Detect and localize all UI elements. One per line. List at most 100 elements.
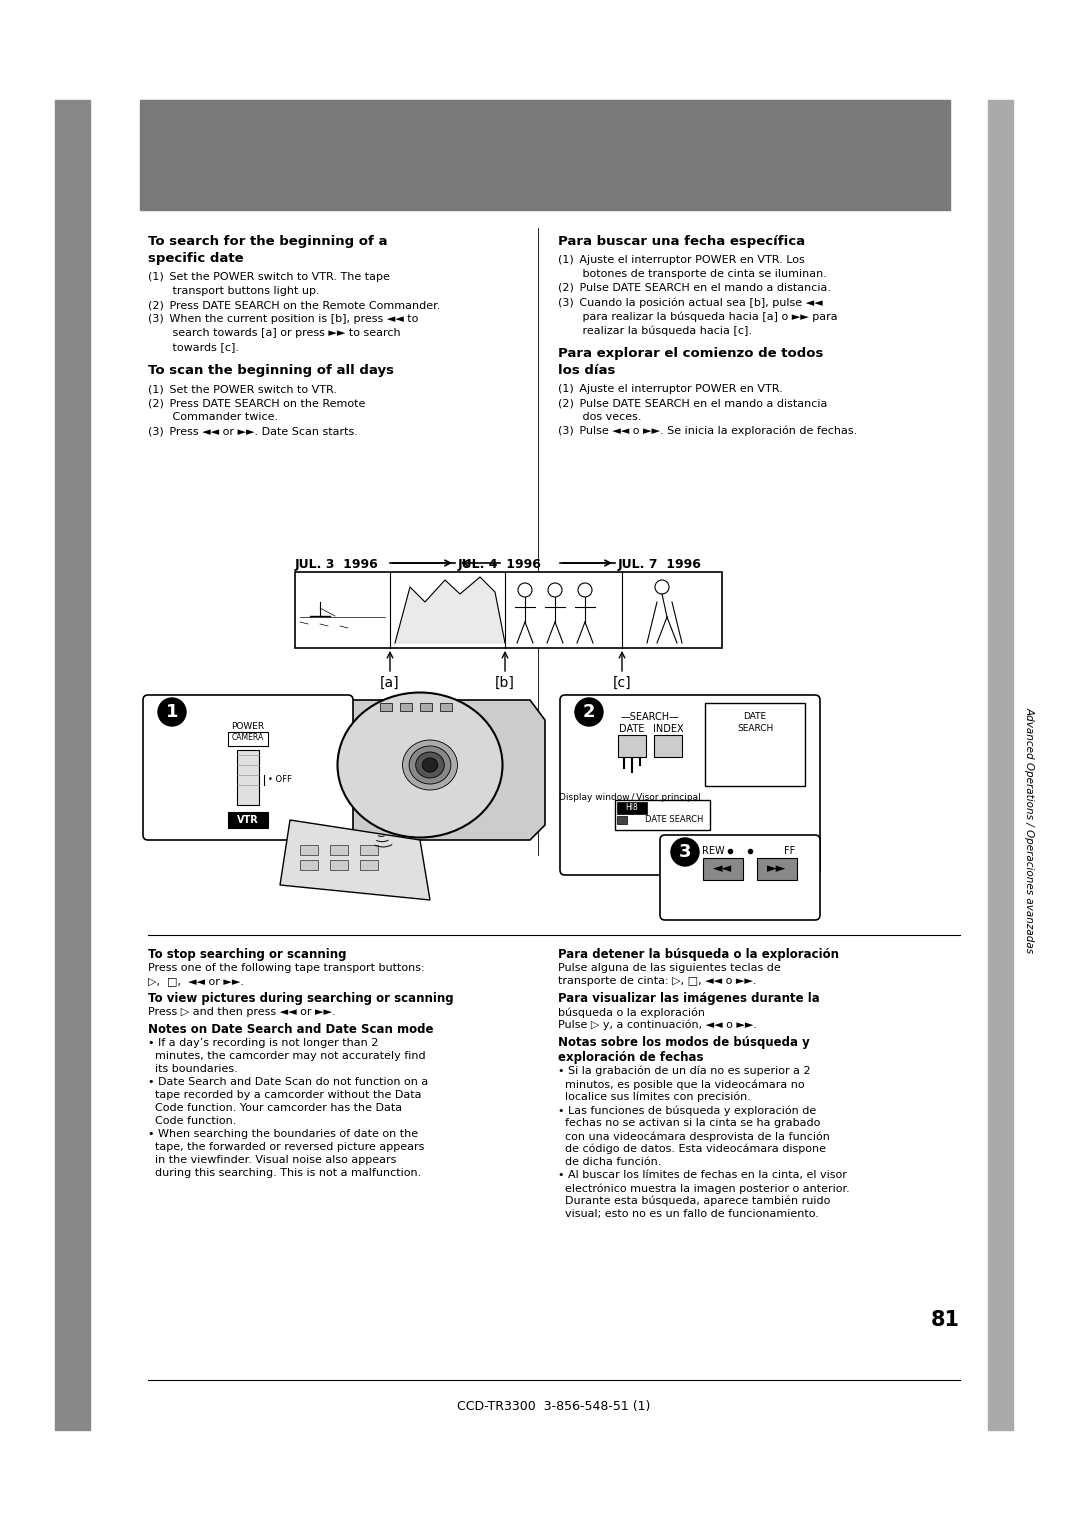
- Text: 2: 2: [583, 703, 595, 721]
- Text: in the viewfinder. Visual noise also appears: in the viewfinder. Visual noise also app…: [148, 1155, 396, 1164]
- Text: To stop searching or scanning: To stop searching or scanning: [148, 947, 347, 961]
- Text: • Date Search and Date Scan do not function on a: • Date Search and Date Scan do not funct…: [148, 1077, 429, 1086]
- Ellipse shape: [416, 752, 444, 778]
- Bar: [330, 860, 348, 869]
- Text: fechas no se activan si la cinta se ha grabado: fechas no se activan si la cinta se ha g…: [558, 1118, 821, 1128]
- Bar: [654, 735, 681, 756]
- Text: JUL. 7  1996: JUL. 7 1996: [618, 558, 702, 571]
- Ellipse shape: [409, 746, 451, 784]
- Bar: [988, 99, 1013, 1430]
- Text: realizar la búsqueda hacia [c].: realizar la búsqueda hacia [c].: [558, 325, 752, 336]
- Text: ◄◄: ◄◄: [714, 862, 732, 876]
- Bar: [360, 860, 378, 869]
- Ellipse shape: [422, 758, 437, 772]
- Text: search towards [a] or press ►► to search: search towards [a] or press ►► to search: [148, 329, 401, 338]
- Bar: [617, 816, 627, 824]
- Text: (3) Cuando la posición actual sea [b], pulse ◄◄: (3) Cuando la posición actual sea [b], p…: [558, 296, 823, 307]
- Text: botones de transporte de cinta se iluminan.: botones de transporte de cinta se ilumin…: [558, 269, 827, 280]
- Text: Para visualizar las imágenes durante la: Para visualizar las imágenes durante la: [558, 992, 820, 1005]
- Text: (2) Press DATE SEARCH on the Remote Commander.: (2) Press DATE SEARCH on the Remote Comm…: [148, 299, 441, 310]
- Text: de dicha función.: de dicha función.: [558, 1157, 661, 1167]
- Text: SEARCH: SEARCH: [737, 724, 773, 733]
- Ellipse shape: [337, 692, 502, 837]
- Polygon shape: [280, 821, 430, 900]
- Text: POWER: POWER: [231, 723, 265, 730]
- Text: con una videocámara desprovista de la función: con una videocámara desprovista de la fu…: [558, 1131, 829, 1141]
- Text: (2) Pulse DATE SEARCH en el mando a distancia.: (2) Pulse DATE SEARCH en el mando a dist…: [558, 283, 831, 293]
- Text: To search for the beginning of a: To search for the beginning of a: [148, 235, 388, 248]
- Text: minutos, es posible que la videocámara no: minutos, es posible que la videocámara n…: [558, 1079, 805, 1089]
- Bar: [300, 845, 318, 856]
- Text: Para explorar el comienzo de todos: Para explorar el comienzo de todos: [558, 347, 823, 361]
- Text: INDEX: INDEX: [652, 724, 684, 733]
- Bar: [360, 845, 378, 856]
- Text: HI8: HI8: [625, 804, 638, 813]
- Bar: [705, 703, 805, 785]
- Polygon shape: [335, 700, 545, 840]
- Text: • If a day’s recording is not longer than 2: • If a day’s recording is not longer tha…: [148, 1038, 378, 1048]
- Text: Display window / Visor principal: Display window / Visor principal: [559, 793, 701, 802]
- Circle shape: [158, 698, 186, 726]
- Ellipse shape: [403, 740, 458, 790]
- Circle shape: [575, 698, 603, 726]
- Text: [b]: [b]: [495, 675, 515, 691]
- Text: visual; esto no es un fallo de funcionamiento.: visual; esto no es un fallo de funcionam…: [558, 1209, 819, 1219]
- Text: To scan the beginning of all days: To scan the beginning of all days: [148, 364, 394, 377]
- Text: 1: 1: [165, 703, 178, 721]
- Text: • Si la grabación de un día no es superior a 2: • Si la grabación de un día no es superi…: [558, 1067, 811, 1077]
- Bar: [300, 860, 318, 869]
- Text: electrónico muestra la imagen posterior o anterior.: electrónico muestra la imagen posterior …: [558, 1183, 850, 1193]
- Text: (1) Set the POWER switch to VTR.: (1) Set the POWER switch to VTR.: [148, 384, 337, 394]
- Text: Para buscar una fecha específica: Para buscar una fecha específica: [558, 235, 805, 248]
- FancyBboxPatch shape: [660, 834, 820, 920]
- Text: Durante esta búsqueda, aparece también ruido: Durante esta búsqueda, aparece también r…: [558, 1196, 831, 1207]
- Text: REW: REW: [702, 847, 725, 856]
- Text: (2) Pulse DATE SEARCH en el mando a distancia: (2) Pulse DATE SEARCH en el mando a dist…: [558, 397, 827, 408]
- Bar: [618, 735, 646, 756]
- Text: Advanced Operations / Operaciones avanzadas: Advanced Operations / Operaciones avanza…: [1025, 707, 1035, 953]
- Text: localice sus límites con precisión.: localice sus límites con precisión.: [558, 1093, 751, 1103]
- Bar: [228, 732, 268, 746]
- Text: (1) Ajuste el interruptor POWER en VTR.: (1) Ajuste el interruptor POWER en VTR.: [558, 384, 783, 394]
- Bar: [55, 99, 90, 1430]
- Text: • Las funciones de búsqueda y exploración de: • Las funciones de búsqueda y exploració…: [558, 1105, 816, 1115]
- Text: • When searching the boundaries of date on the: • When searching the boundaries of date …: [148, 1129, 418, 1138]
- Text: Pulse ▷ y, a continuación, ◄◄ o ►►.: Pulse ▷ y, a continuación, ◄◄ o ►►.: [558, 1021, 757, 1030]
- Text: los días: los días: [558, 364, 616, 377]
- Text: Pulse alguna de las siguientes teclas de: Pulse alguna de las siguientes teclas de: [558, 963, 781, 973]
- Text: • Al buscar los límites de fechas en la cinta, el visor: • Al buscar los límites de fechas en la …: [558, 1170, 847, 1180]
- Bar: [420, 703, 432, 711]
- Text: 81: 81: [931, 1309, 960, 1329]
- Text: DATE: DATE: [743, 712, 767, 721]
- Text: specific date: specific date: [148, 252, 244, 264]
- Text: JUL. 3  1996: JUL. 3 1996: [295, 558, 379, 571]
- Text: ►►: ►►: [768, 862, 786, 876]
- Circle shape: [671, 837, 699, 866]
- FancyBboxPatch shape: [561, 695, 820, 876]
- Text: para realizar la búsqueda hacia [a] o ►► para: para realizar la búsqueda hacia [a] o ►►…: [558, 312, 838, 321]
- Text: Press one of the following tape transport buttons:: Press one of the following tape transpor…: [148, 963, 424, 973]
- Text: 3: 3: [678, 843, 691, 860]
- Text: Code function.: Code function.: [148, 1115, 237, 1126]
- Text: [a]: [a]: [380, 675, 400, 691]
- Bar: [400, 703, 411, 711]
- Bar: [330, 845, 348, 856]
- Text: DATE SEARCH: DATE SEARCH: [645, 816, 703, 825]
- Text: Commander twice.: Commander twice.: [148, 413, 279, 422]
- Text: Para detener la búsqueda o la exploración: Para detener la búsqueda o la exploració…: [558, 947, 839, 961]
- Text: (2) Press DATE SEARCH on the Remote: (2) Press DATE SEARCH on the Remote: [148, 397, 365, 408]
- Text: To view pictures during searching or scanning: To view pictures during searching or sca…: [148, 992, 454, 1005]
- Text: ▷,  □,  ◄◄ or ►►.: ▷, □, ◄◄ or ►►.: [148, 976, 244, 986]
- Bar: [228, 811, 268, 828]
- Text: its boundaries.: its boundaries.: [148, 1063, 238, 1074]
- Text: transport buttons light up.: transport buttons light up.: [148, 286, 320, 296]
- Polygon shape: [395, 578, 505, 643]
- Text: DATE: DATE: [619, 724, 645, 733]
- Text: FF: FF: [784, 847, 796, 856]
- FancyBboxPatch shape: [143, 695, 353, 840]
- Text: búsqueda o la exploración: búsqueda o la exploración: [558, 1007, 705, 1018]
- Text: Notas sobre los modos de búsqueda y: Notas sobre los modos de búsqueda y: [558, 1036, 810, 1050]
- Bar: [615, 801, 710, 830]
- Text: (3) Pulse ◄◄ o ►►. Se inicia la exploración de fechas.: (3) Pulse ◄◄ o ►►. Se inicia la explorac…: [558, 426, 858, 437]
- Bar: [140, 99, 950, 209]
